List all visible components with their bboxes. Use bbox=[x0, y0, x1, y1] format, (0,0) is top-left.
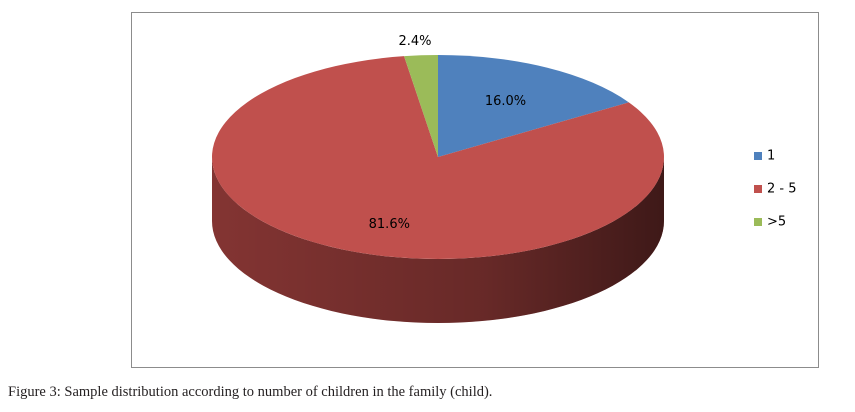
data-label-5: 2.4% bbox=[398, 34, 431, 49]
pie-slice-2-5 bbox=[212, 56, 664, 259]
pie-top bbox=[212, 55, 664, 259]
legend-swatch-5 bbox=[754, 218, 762, 226]
legend-label-1: 1 bbox=[767, 149, 775, 164]
pie-sides bbox=[212, 157, 664, 323]
legend-swatch-1 bbox=[754, 152, 762, 160]
figure-caption: Figure 3: Sample distribution according … bbox=[8, 384, 493, 400]
data-label-1: 16.0% bbox=[485, 94, 526, 109]
legend: 1 2 - 5 >5 bbox=[754, 149, 797, 230]
legend-label-2-5: 2 - 5 bbox=[767, 182, 797, 197]
pie-labels: 16.0% 81.6% 2.4% bbox=[369, 34, 527, 232]
pie-side-shade-2-5 bbox=[212, 157, 664, 323]
legend-label-5: >5 bbox=[767, 215, 786, 230]
pie-slice-5 bbox=[404, 55, 438, 157]
legend-swatch-2-5 bbox=[754, 185, 762, 193]
data-label-2-5: 81.6% bbox=[369, 217, 410, 232]
pie-slice-1 bbox=[438, 55, 629, 157]
